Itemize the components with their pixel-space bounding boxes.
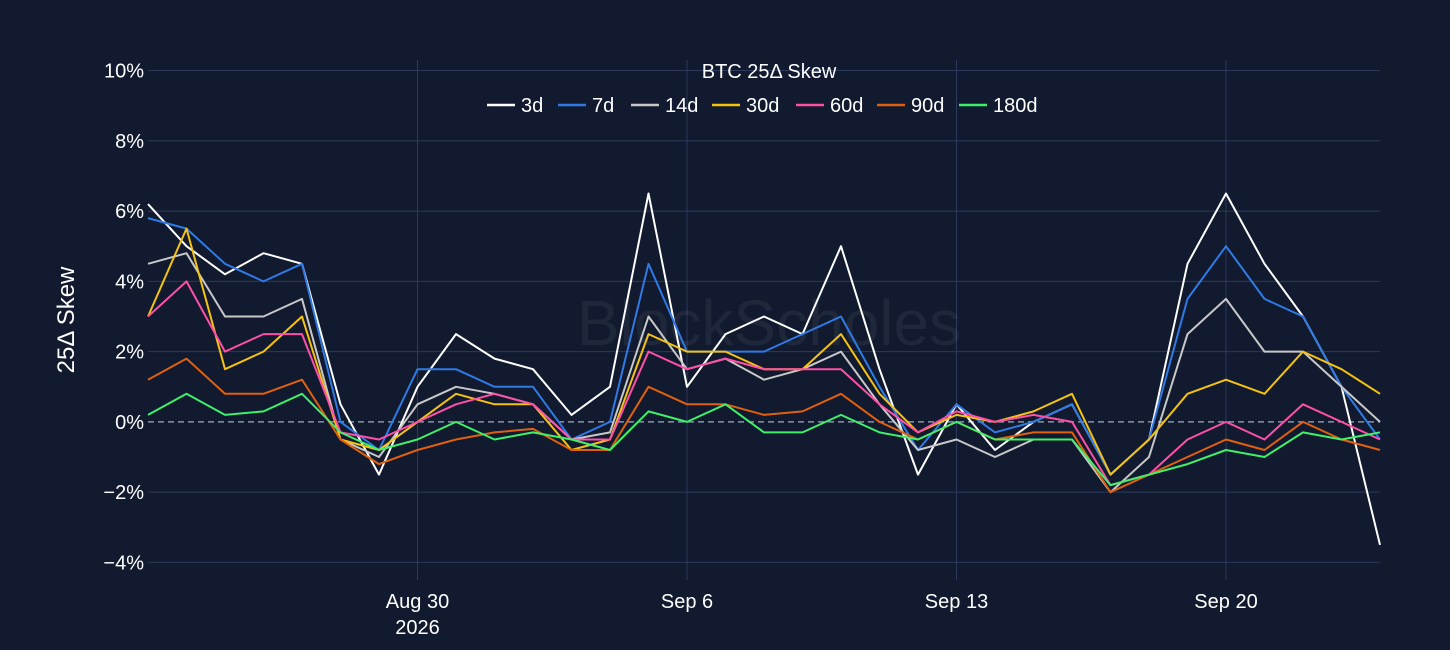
legend-label: 60d [830, 95, 863, 117]
legend-item-14d[interactable]: 14d [631, 95, 698, 117]
y-tick-label: 4% [115, 271, 144, 293]
legend-item-60d[interactable]: 60d [796, 95, 863, 117]
legend-label: 30d [746, 95, 779, 117]
series-line-7d [147, 217, 1381, 476]
series-line-60d [147, 280, 1381, 487]
legend-label: 14d [665, 95, 698, 117]
series-lines [147, 192, 1381, 546]
y-tick-label: −4% [103, 552, 144, 574]
x-tick-label: Sep 6 [661, 591, 713, 613]
y-tick-label: −2% [103, 482, 144, 504]
chart-title: BTC 25Δ Skew [702, 61, 837, 83]
legend-label: 180d [993, 95, 1038, 117]
series-line-180d [147, 392, 1381, 487]
x-tick-label: Aug 30 [386, 591, 449, 613]
legend-item-7d[interactable]: 7d [558, 95, 614, 117]
legend-item-180d[interactable]: 180d [959, 95, 1038, 117]
y-axis: 10% 8% 6% 4% 2% 0% −2% −4% [103, 61, 144, 575]
x-tick-label: Sep 20 [1194, 591, 1257, 613]
y-tick-label: 2% [115, 342, 144, 364]
x-axis: Aug 30 2026 Sep 6 Sep 13 Sep 20 [386, 591, 1258, 639]
legend-item-3d[interactable]: 3d [487, 95, 543, 117]
x-tick-label: Sep 13 [925, 591, 988, 613]
series-line-3d [147, 192, 1381, 546]
legend-item-30d[interactable]: 30d [712, 95, 779, 117]
series-line-14d [147, 252, 1381, 494]
legend-label: 90d [911, 95, 944, 117]
y-tick-label: 10% [104, 61, 144, 83]
legend-label: 3d [521, 95, 543, 117]
y-tick-label: 6% [115, 201, 144, 223]
legend[interactable]: 3d 7d 14d 30d 60d 90d 180d [487, 95, 1038, 117]
y-axis-label: 25Δ Skew [53, 266, 80, 373]
y-tick-label: 0% [115, 412, 144, 434]
y-tick-label: 8% [115, 131, 144, 153]
legend-label: 7d [592, 95, 614, 117]
legend-item-90d[interactable]: 90d [877, 95, 944, 117]
series-line-90d [147, 357, 1381, 494]
x-tick-sublabel: 2026 [395, 617, 440, 639]
